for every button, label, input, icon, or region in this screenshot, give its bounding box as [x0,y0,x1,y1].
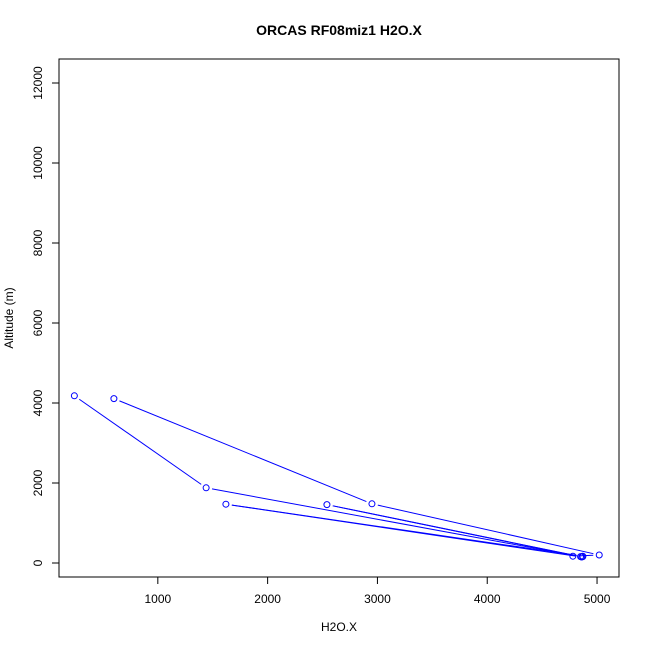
series-segment [211,488,575,557]
y-tick-label: 0 [31,559,45,566]
series-segment [79,398,202,485]
y-axis: 0 2000 4000 6000 8000 10000 12000 [31,66,60,566]
x-tick-label: 2000 [254,592,281,606]
x-tick-label: 5000 [584,592,611,606]
chart-title: ORCAS RF08miz1 H2O.X [256,22,422,38]
series-segment [231,504,576,557]
y-axis-label: Altitude (m) [2,287,16,348]
x-tick-label: 3000 [364,592,391,606]
x-tick-label: 4000 [474,592,501,606]
series-segment [377,504,594,555]
x-axis: 1000 2000 3000 4000 5000 [144,576,611,606]
y-tick-label: 8000 [31,229,45,256]
data-point [595,551,603,559]
data-point [70,392,78,400]
y-tick-label: 10000 [31,146,45,180]
data-point [323,501,331,509]
data-point [577,553,585,561]
data-point [569,552,577,560]
data-point [222,500,230,508]
data-point [110,395,118,403]
x-axis-label: H2O.X [321,620,357,634]
x-tick-label: 1000 [144,592,171,606]
y-tick-label: 4000 [31,389,45,416]
plot-frame [58,58,620,578]
y-tick-label: 2000 [31,469,45,496]
y-tick-label: 12000 [31,66,45,100]
series-segment [332,505,575,556]
data-point [202,484,210,492]
series-layer [70,392,603,561]
series-segment [119,400,367,502]
data-point [368,500,376,508]
y-tick-label: 6000 [31,309,45,336]
